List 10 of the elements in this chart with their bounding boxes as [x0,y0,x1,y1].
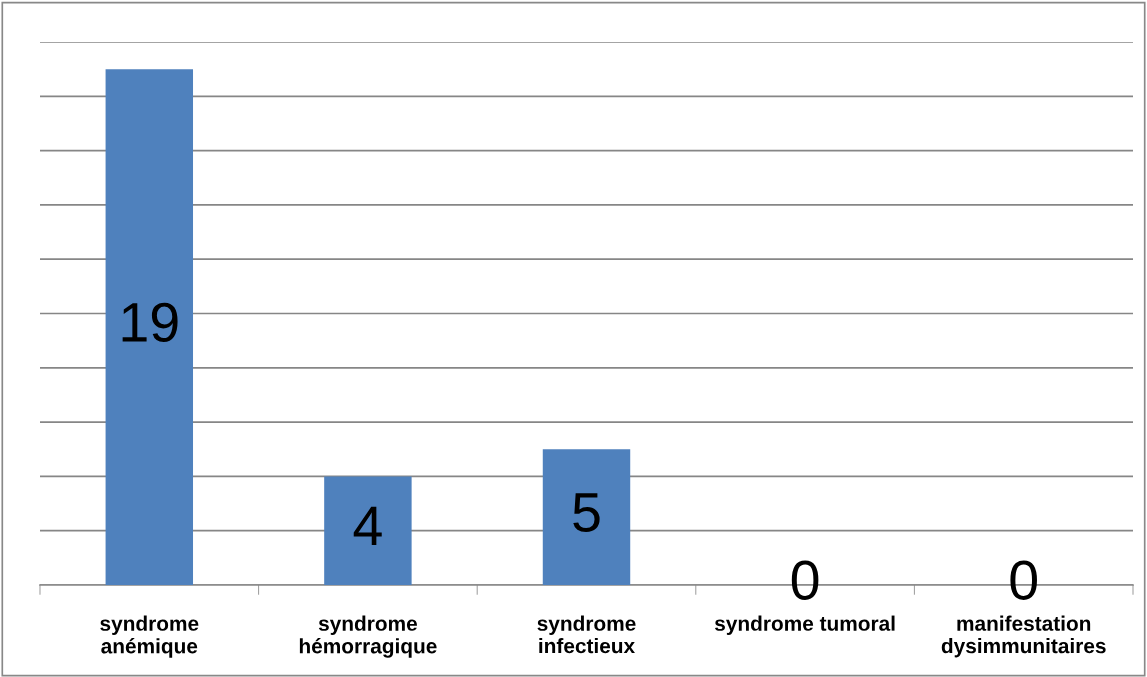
x-tick-label: manifestation dysimmunitaires [941,615,1106,658]
x-tick-label: syndrome anémique [100,615,199,658]
x-tick-label: syndrome tumoral [714,615,895,635]
x-tick-label: syndrome hémorragique [299,615,437,658]
data-label: 5 [573,493,600,533]
data-label: 19 [122,302,178,342]
data-label: 0 [1010,560,1037,600]
data-label: 0 [791,560,819,600]
data-label: 4 [353,506,382,546]
x-tick-label: syndrome infectieux [537,615,636,654]
